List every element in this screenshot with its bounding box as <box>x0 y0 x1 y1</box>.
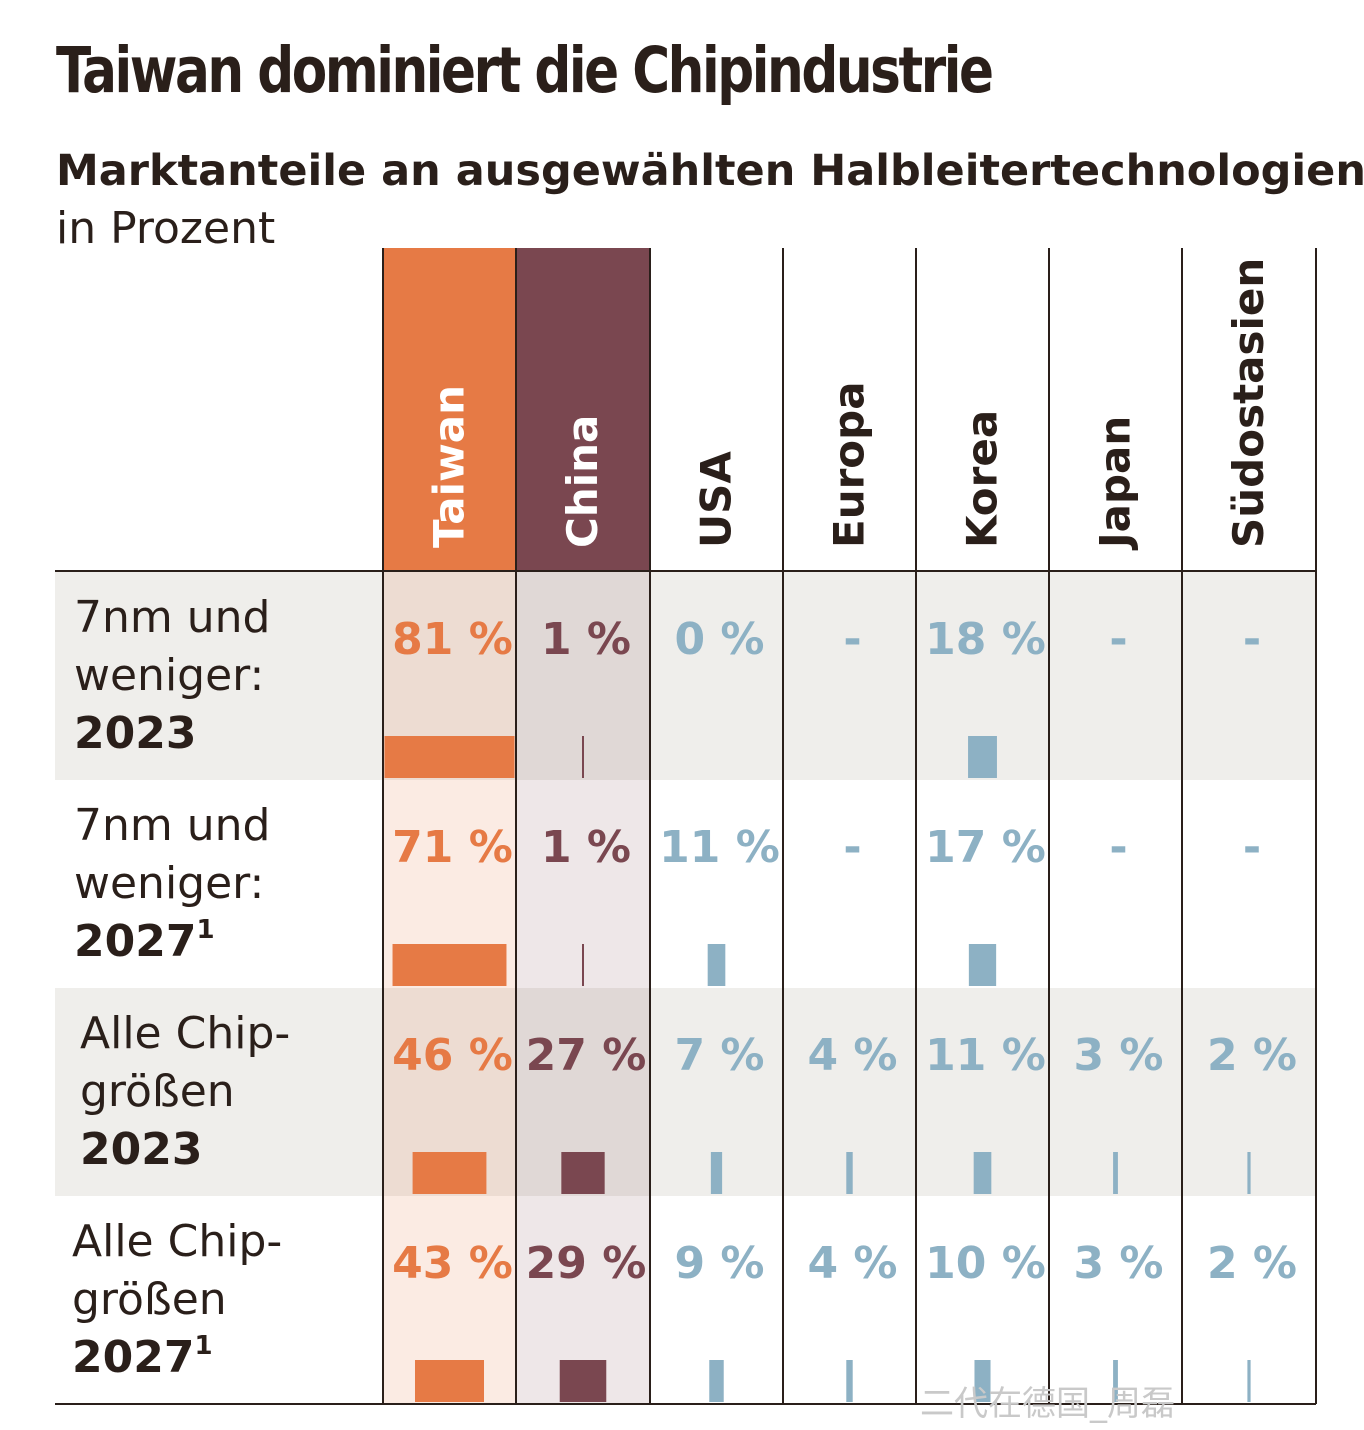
value-korea: 17 % <box>925 822 1046 873</box>
value-korea: 10 % <box>925 1238 1046 1289</box>
value-usa: 9 % <box>674 1238 764 1289</box>
row-label-footnote: 1 <box>196 915 214 945</box>
row-label-line: 7nm und <box>74 800 270 851</box>
value-suedostasien: - <box>1243 822 1261 873</box>
row-shade-1 <box>55 572 1316 780</box>
row-label-year: 2023 <box>74 708 196 759</box>
value-taiwan: 46 % <box>392 1030 513 1081</box>
bar-korea <box>974 1360 991 1402</box>
row-label-line: 7nm und <box>74 592 270 643</box>
bar-europa <box>846 1152 853 1194</box>
bar-korea <box>968 944 997 986</box>
bar-korea <box>973 1152 992 1194</box>
china-header-block <box>516 248 650 570</box>
column-header-japan: Japan <box>1091 416 1140 551</box>
bar-suedostasien <box>1247 1360 1251 1402</box>
value-taiwan: 43 % <box>392 1238 513 1289</box>
row-label-line: größen <box>80 1066 235 1117</box>
row-label-line: Alle Chip- <box>80 1008 290 1059</box>
watermark: 二代在德国_周磊 <box>920 1384 1175 1424</box>
bar-europa <box>846 1360 853 1402</box>
row-label-line: Alle Chip- <box>72 1216 282 1267</box>
bar-usa <box>709 1360 724 1402</box>
row-label-footnote: 1 <box>194 1331 212 1361</box>
bar-usa <box>707 944 726 986</box>
row-label-line: größen <box>72 1274 227 1325</box>
bar-japan <box>1113 1152 1118 1194</box>
row-label-year: 2023 <box>80 1124 202 1175</box>
column-header-taiwan: Taiwan <box>425 385 474 548</box>
column-header-suedostasien: Südostasien <box>1224 258 1273 548</box>
column-header-europa: Europa <box>825 381 874 548</box>
bar-taiwan <box>412 1152 487 1194</box>
bar-japan <box>1113 1360 1118 1402</box>
value-usa: 7 % <box>674 1030 764 1081</box>
value-china: 1 % <box>541 822 631 873</box>
value-europa: - <box>843 614 861 665</box>
bar-korea <box>968 736 997 778</box>
value-japan: - <box>1109 822 1127 873</box>
bar-taiwan <box>392 944 507 986</box>
taiwan-column-tint <box>383 572 516 1404</box>
bar-taiwan <box>414 1360 485 1402</box>
value-europa: 4 % <box>807 1238 897 1289</box>
value-usa: 11 % <box>659 822 780 873</box>
value-europa: - <box>843 822 861 873</box>
row-shade-3 <box>55 988 1316 1196</box>
value-china: 27 % <box>526 1030 647 1081</box>
row-label-line: weniger: <box>74 858 264 909</box>
row-label-line: weniger: <box>74 650 264 701</box>
unit-label: in Prozent <box>56 203 276 254</box>
row-label-year: 20271 <box>72 1331 213 1383</box>
taiwan-header-block <box>383 248 516 570</box>
value-japan: 3 % <box>1073 1238 1163 1289</box>
value-suedostasien: 2 % <box>1207 1030 1297 1081</box>
china-column-tint <box>516 572 650 1404</box>
value-japan: 3 % <box>1073 1030 1163 1081</box>
column-header-china: China <box>558 415 607 548</box>
bar-usa <box>710 1152 723 1194</box>
value-china: 1 % <box>541 614 631 665</box>
value-korea: 11 % <box>925 1030 1046 1081</box>
value-usa: 0 % <box>674 614 764 665</box>
chart-subtitle: Marktanteile an ausgewählten Halbleitert… <box>56 146 1364 196</box>
value-china: 29 % <box>526 1238 647 1289</box>
value-suedostasien: 2 % <box>1207 1238 1297 1289</box>
chart-title: Taiwan dominiert die Chipindustrie <box>56 34 994 107</box>
value-japan: - <box>1109 614 1127 665</box>
value-europa: 4 % <box>807 1030 897 1081</box>
column-header-korea: Korea <box>958 410 1007 548</box>
column-header-usa: USA <box>692 451 741 548</box>
bar-taiwan <box>384 736 515 778</box>
bar-china <box>559 1360 607 1402</box>
bar-suedostasien <box>1247 1152 1251 1194</box>
value-suedostasien: - <box>1243 614 1261 665</box>
row-label-year: 20271 <box>74 915 215 967</box>
value-korea: 18 % <box>925 614 1046 665</box>
value-taiwan: 71 % <box>392 822 513 873</box>
bar-china <box>561 1152 605 1194</box>
value-taiwan: 81 % <box>392 614 513 665</box>
